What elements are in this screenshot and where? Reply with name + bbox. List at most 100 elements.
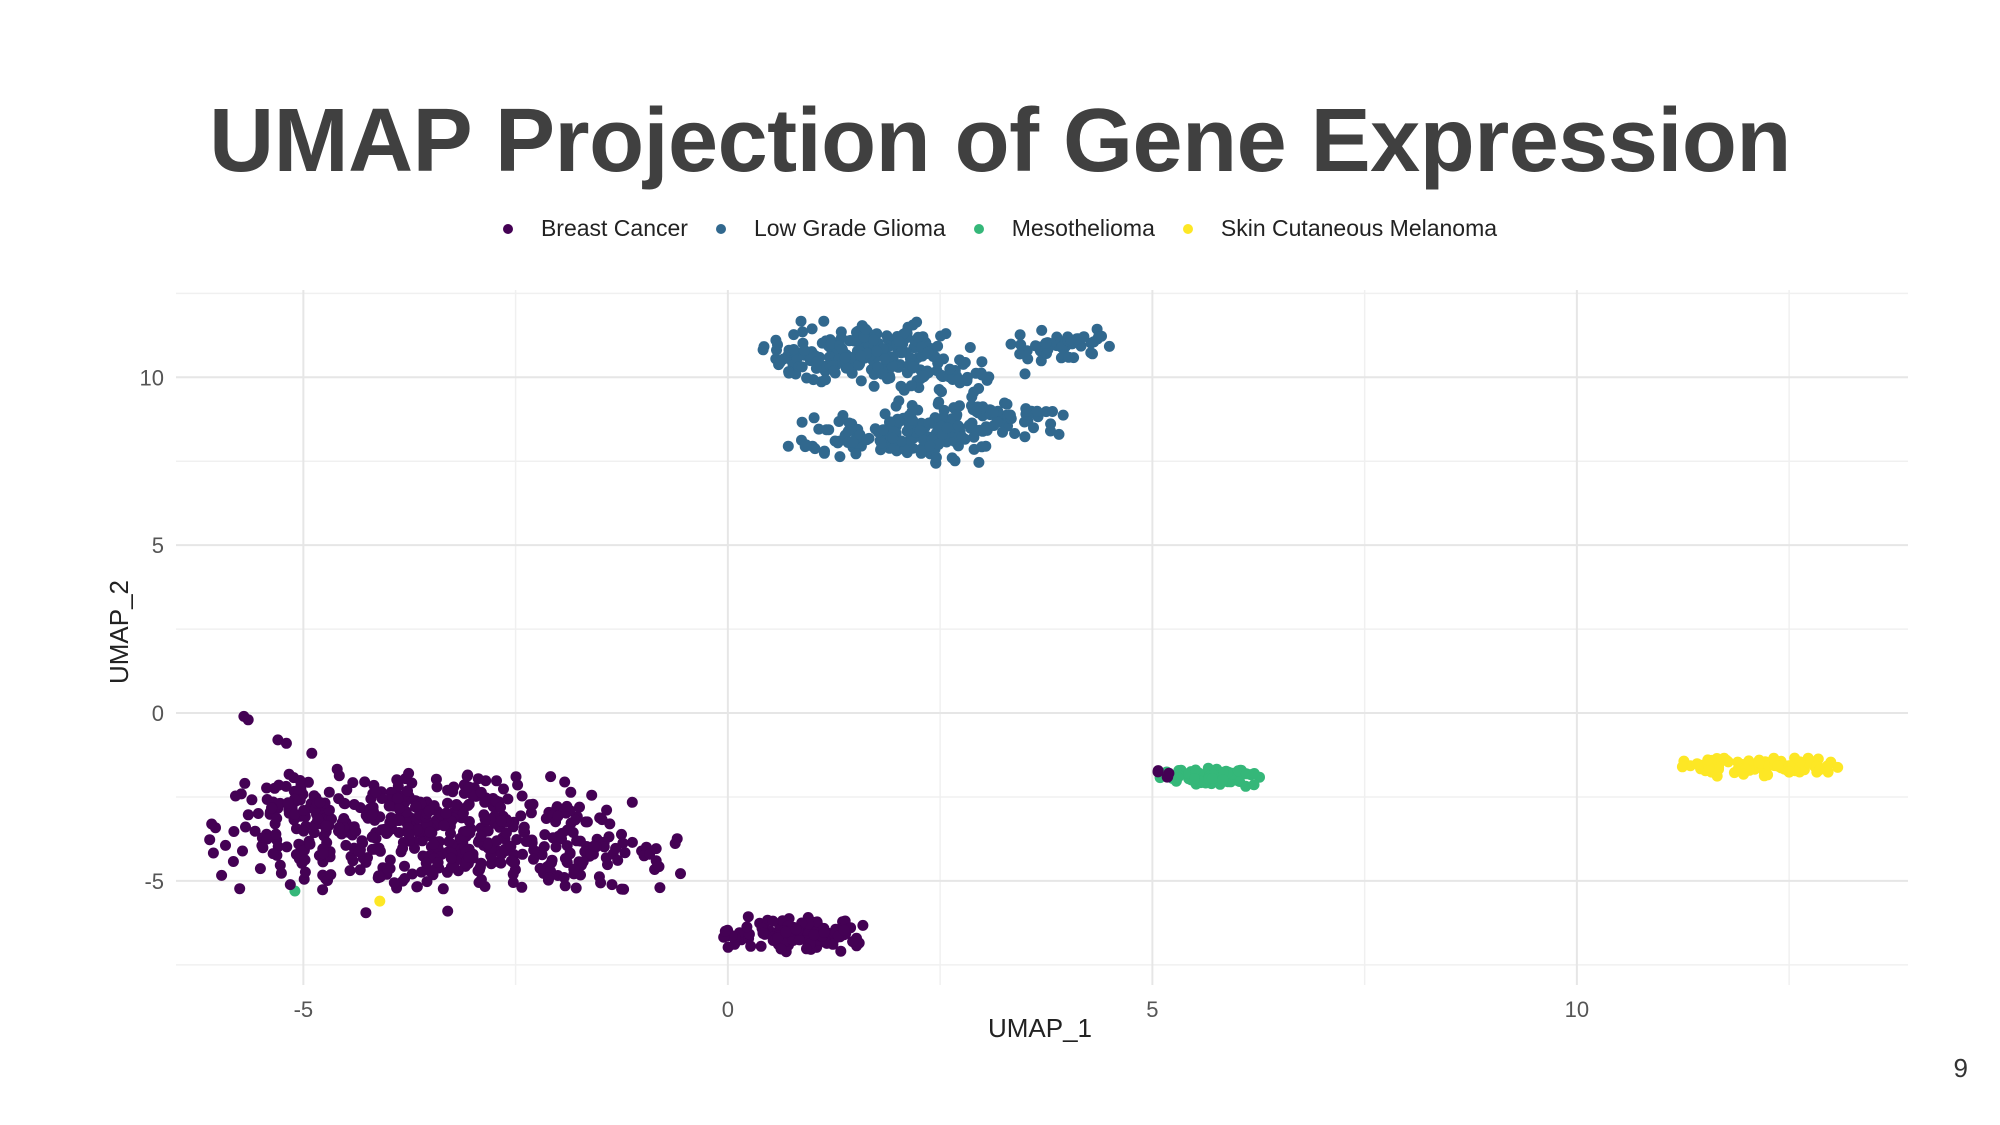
data-point-breast-cancer <box>793 934 805 946</box>
data-point-low-grade-glioma <box>861 434 873 446</box>
series-skin-cutaneous-melanoma <box>374 752 1844 907</box>
data-point-breast-cancer <box>767 915 779 927</box>
data-point-low-grade-glioma <box>782 440 794 452</box>
data-point-skin-cutaneous-melanoma <box>1789 752 1801 764</box>
data-point-breast-cancer <box>350 825 362 837</box>
data-point-breast-cancer <box>421 876 433 888</box>
data-point-low-grade-glioma <box>795 315 807 327</box>
data-point-breast-cancer <box>216 869 228 881</box>
data-point-breast-cancer <box>240 821 251 833</box>
data-point-skin-cutaneous-melanoma <box>1832 761 1844 773</box>
data-point-breast-cancer <box>387 815 398 827</box>
data-point-breast-cancer <box>393 803 405 814</box>
data-point-breast-cancer <box>467 789 479 801</box>
data-point-low-grade-glioma <box>1036 324 1048 336</box>
data-point-breast-cancer <box>257 842 269 854</box>
data-point-breast-cancer <box>249 825 261 837</box>
data-point-skin-cutaneous-melanoma <box>1772 760 1784 772</box>
data-point-breast-cancer <box>299 866 311 878</box>
data-point-breast-cancer <box>354 864 366 876</box>
data-point-breast-cancer <box>808 929 820 941</box>
data-point-breast-cancer <box>527 798 539 810</box>
data-point-skin-cutaneous-melanoma <box>1762 769 1774 781</box>
data-point-low-grade-glioma <box>916 443 927 455</box>
data-point-low-grade-glioma <box>923 417 935 429</box>
data-point-breast-cancer <box>261 782 273 794</box>
data-point-low-grade-glioma <box>801 372 813 384</box>
data-point-low-grade-glioma <box>808 412 820 424</box>
x-axis-label: UMAP_1 <box>988 1013 1092 1043</box>
data-point-low-grade-glioma <box>975 367 987 379</box>
data-point-breast-cancer <box>388 877 400 889</box>
data-point-breast-cancer <box>569 814 581 826</box>
data-point-breast-cancer <box>359 776 371 788</box>
data-point-breast-cancer <box>741 921 753 933</box>
data-point-low-grade-glioma <box>1087 348 1098 360</box>
data-point-skin-cutaneous-melanoma <box>1753 757 1765 769</box>
data-point-breast-cancer <box>442 797 453 809</box>
data-point-breast-cancer <box>440 807 452 819</box>
legend-label-skin-cutaneous-melanoma: Skin Cutaneous Melanoma <box>1220 215 1498 241</box>
data-point-low-grade-glioma <box>912 331 924 343</box>
data-point-breast-cancer <box>601 804 613 816</box>
data-point-low-grade-glioma <box>820 424 832 436</box>
data-point-skin-cutaneous-melanoma <box>1738 768 1749 780</box>
data-point-breast-cancer <box>344 865 356 877</box>
data-point-breast-cancer <box>317 848 329 860</box>
data-point-breast-cancer <box>581 816 593 828</box>
data-point-low-grade-glioma <box>828 365 840 377</box>
data-point-breast-cancer <box>479 813 491 825</box>
data-point-breast-cancer <box>801 943 812 955</box>
data-point-breast-cancer <box>239 777 251 789</box>
data-point-low-grade-glioma <box>1078 331 1090 343</box>
data-point-low-grade-glioma <box>980 440 992 452</box>
data-point-breast-cancer <box>516 881 528 893</box>
data-point-breast-cancer <box>547 832 559 844</box>
data-point-breast-cancer <box>366 809 378 821</box>
data-point-low-grade-glioma <box>893 395 905 407</box>
data-point-breast-cancer <box>399 873 411 884</box>
data-point-breast-cancer <box>539 829 551 841</box>
data-point-breast-cancer <box>1152 766 1164 778</box>
data-point-low-grade-glioma <box>981 374 993 386</box>
data-point-breast-cancer <box>518 821 530 833</box>
data-point-low-grade-glioma <box>970 406 982 417</box>
plot-points <box>204 315 1844 958</box>
data-point-low-grade-glioma <box>832 437 844 449</box>
data-point-low-grade-glioma <box>847 436 859 448</box>
data-point-low-grade-glioma <box>917 370 929 382</box>
x-tick-label: 5 <box>1146 997 1158 1022</box>
data-point-breast-cancer <box>567 827 579 838</box>
data-point-breast-cancer <box>818 927 830 938</box>
data-point-breast-cancer <box>552 810 564 822</box>
data-point-low-grade-glioma <box>895 435 907 447</box>
data-point-low-grade-glioma <box>907 414 919 426</box>
data-point-breast-cancer <box>550 841 562 853</box>
data-point-breast-cancer <box>546 857 557 869</box>
data-point-low-grade-glioma <box>788 329 800 341</box>
data-point-breast-cancer <box>237 845 248 857</box>
data-point-low-grade-glioma <box>850 448 862 460</box>
data-point-breast-cancer <box>559 853 571 864</box>
data-point-breast-cancer <box>392 792 404 804</box>
data-point-breast-cancer <box>403 828 415 840</box>
data-point-breast-cancer <box>333 770 345 782</box>
data-point-low-grade-glioma <box>796 416 808 428</box>
x-tick-label: -5 <box>294 997 314 1022</box>
data-point-breast-cancer <box>517 848 528 860</box>
y-tick-label: 5 <box>152 533 164 558</box>
data-point-low-grade-glioma <box>868 334 880 346</box>
legend-item-low-grade-glioma: Low Grade Glioma <box>715 215 946 242</box>
data-point-breast-cancer <box>411 881 423 893</box>
data-point-breast-cancer <box>204 834 216 846</box>
data-point-breast-cancer <box>505 855 517 867</box>
data-point-breast-cancer <box>373 870 385 882</box>
data-point-low-grade-glioma <box>914 425 926 436</box>
data-point-low-grade-glioma <box>1045 425 1056 437</box>
data-point-breast-cancer <box>571 835 583 847</box>
data-point-low-grade-glioma <box>884 417 896 429</box>
data-point-breast-cancer <box>1163 767 1175 779</box>
data-point-low-grade-glioma <box>905 380 917 392</box>
data-point-breast-cancer <box>790 924 802 935</box>
data-point-breast-cancer <box>451 799 463 811</box>
